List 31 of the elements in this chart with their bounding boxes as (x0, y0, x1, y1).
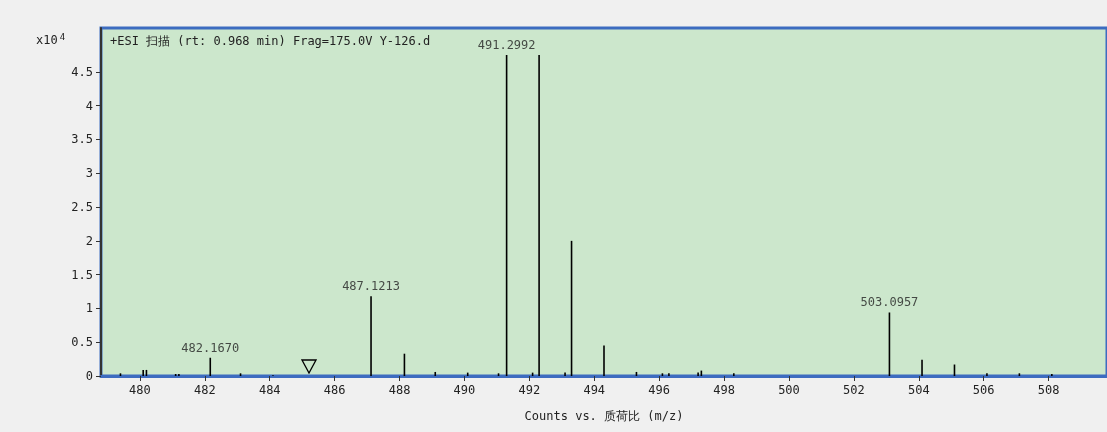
y-tick-label: 3.5 (71, 132, 93, 147)
x-tick-label: 486 (323, 383, 346, 397)
annotation: 503.0957 (860, 295, 919, 310)
x-tick-label: 494 (583, 383, 606, 397)
y-tick-label: 0.5 (71, 335, 93, 350)
x-tick-label: 508 (1037, 383, 1060, 397)
annotation: 482.1670 (181, 340, 240, 355)
y-tick-label: 1 (85, 301, 93, 316)
x-axis-title: Counts vs. 质荷比 (m/z) (524, 409, 684, 423)
x-tick-label: 498 (713, 383, 735, 397)
x-tick-label: 502 (843, 383, 865, 397)
x-tick-label: 490 (453, 383, 476, 397)
annotation: 491.2992 (477, 38, 536, 53)
y-tick-label: 2 (85, 233, 93, 248)
x-tick-label: 496 (648, 383, 671, 397)
y-tick-label: 3 (85, 166, 93, 181)
x-tick-label: 506 (972, 383, 995, 397)
y-tick-label: 4 (85, 98, 93, 113)
x-tick-label: 482 (194, 383, 216, 397)
y-tick-label: 1.5 (71, 267, 93, 282)
x-tick-label: 504 (907, 383, 930, 397)
x-tick-label: 480 (129, 383, 151, 397)
x-tick-label: 484 (258, 383, 281, 397)
y-tick-label: 4.5 (71, 64, 93, 79)
x-tick-label: 500 (778, 383, 800, 397)
y-tick-label: 2.5 (71, 200, 93, 215)
text: +ESI 扫描 (rt: 0.968 min) Frag=175.0V Y-126.d (110, 34, 431, 48)
annotation: 487.1213 (342, 279, 400, 294)
x-tick-label: 492 (518, 383, 541, 397)
x-tick-label: 488 (388, 383, 411, 397)
y-tick-label: 0 (85, 369, 93, 383)
